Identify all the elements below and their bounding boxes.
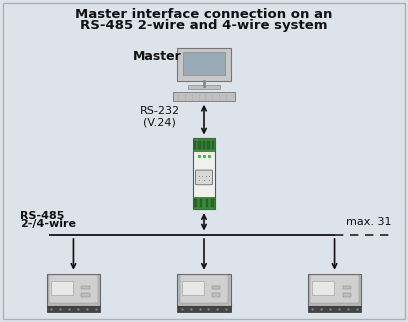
Bar xyxy=(195,199,197,207)
Bar xyxy=(308,306,361,312)
Bar xyxy=(343,286,351,289)
Bar xyxy=(182,281,204,295)
Bar xyxy=(47,306,100,312)
Bar xyxy=(212,141,214,149)
FancyBboxPatch shape xyxy=(195,170,213,185)
Bar xyxy=(310,275,359,303)
Bar xyxy=(206,199,208,207)
Text: RS-485 2-wire and 4-wire system: RS-485 2-wire and 4-wire system xyxy=(80,19,328,32)
Text: Master: Master xyxy=(133,50,182,63)
Text: RS-485: RS-485 xyxy=(20,211,65,221)
Bar xyxy=(188,85,220,89)
Bar xyxy=(207,141,210,149)
Bar xyxy=(343,293,351,297)
Bar xyxy=(203,141,205,149)
Bar xyxy=(193,138,215,209)
Bar xyxy=(51,281,73,295)
Bar xyxy=(200,199,202,207)
FancyBboxPatch shape xyxy=(177,48,231,80)
FancyBboxPatch shape xyxy=(173,92,235,101)
Bar xyxy=(183,52,225,75)
Bar xyxy=(180,275,228,303)
Bar xyxy=(47,274,100,306)
Bar xyxy=(49,275,98,303)
Bar xyxy=(212,286,220,289)
Text: max. 31: max. 31 xyxy=(346,217,392,227)
Text: 2-/4-wire: 2-/4-wire xyxy=(20,219,76,229)
Bar xyxy=(308,274,361,306)
Bar xyxy=(194,141,196,149)
Bar xyxy=(193,196,215,209)
Bar xyxy=(82,286,90,289)
Text: Master interface connection on an: Master interface connection on an xyxy=(75,8,333,21)
Bar xyxy=(82,293,90,297)
Bar xyxy=(211,199,213,207)
Bar xyxy=(193,138,215,151)
Bar xyxy=(312,281,335,295)
Text: RS-232
(V.24): RS-232 (V.24) xyxy=(140,106,180,127)
Bar xyxy=(212,293,220,297)
Bar xyxy=(177,274,231,306)
Bar xyxy=(198,141,201,149)
Bar xyxy=(177,306,231,312)
